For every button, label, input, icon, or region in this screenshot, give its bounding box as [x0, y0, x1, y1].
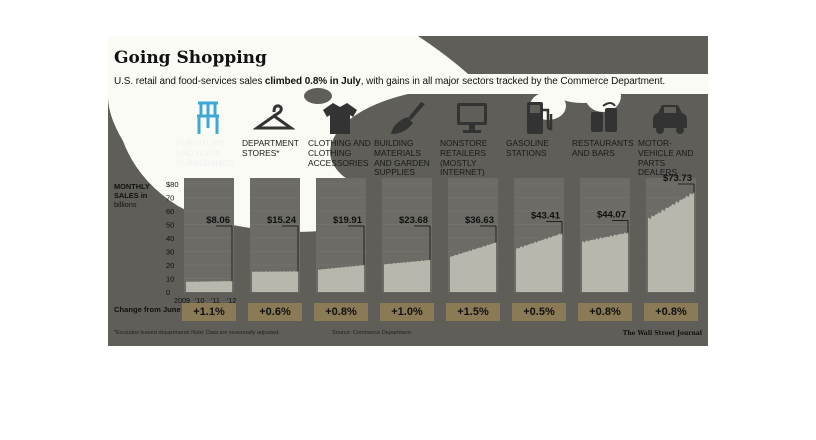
category-7: MOTOR-VEHICLE AND PARTS DEALERS	[638, 98, 702, 178]
y-tick-label: 40	[166, 234, 174, 243]
category-label: NONSTORE RETAILERS (MOSTLY INTERNET)	[440, 138, 488, 178]
credit: The Wall Street Journal	[622, 330, 702, 337]
value-label: $43.41	[531, 210, 561, 221]
value-label: $15.24	[267, 215, 297, 226]
chart-plot: $8.06 $15.24 $19.91 $23.68 $36.63 $43.41 $44.0…	[166, 173, 696, 305]
y-tick-label: 0	[166, 288, 170, 297]
value-label: $44.07	[597, 210, 626, 221]
car-icon	[653, 105, 687, 134]
series-area	[582, 232, 628, 292]
change-value: +1.1%	[182, 303, 236, 321]
change-value: +1.5%	[446, 303, 500, 321]
category-0: FURNITURE AND HOME FURNISHINGS	[176, 98, 240, 168]
hanger-icon	[253, 104, 295, 130]
series-area	[516, 233, 562, 292]
panel-background	[184, 178, 234, 292]
series-area	[252, 271, 298, 292]
y-tick-label: 10	[166, 275, 174, 284]
category-3: BUILDING MATERIALS AND GARDEN SUPPLIES	[374, 98, 438, 178]
y-tick-label: 60	[166, 207, 174, 216]
category-label: FURNITURE AND HOME FURNISHINGS	[176, 138, 234, 168]
series-area	[318, 265, 364, 292]
y-axis-label: MONTHLY SALES in billions	[114, 182, 150, 209]
x-tick-label: '12	[227, 296, 236, 305]
category-5: GASOLINE STATIONS	[506, 98, 570, 159]
category-label: BUILDING MATERIALS AND GARDEN SUPPLIES	[374, 138, 430, 178]
category-6: RESTAURANTS AND BARS	[572, 98, 636, 159]
category-label: DEPARTMENT STORES*	[242, 138, 299, 158]
series-area	[648, 192, 694, 292]
value-label: $19.91	[333, 215, 363, 226]
chart-subtitle: U.S. retail and food-services sales clim…	[114, 76, 666, 87]
change-value: +0.8%	[314, 303, 368, 321]
footnote: *Excludes leased departments Note: Data …	[114, 330, 280, 336]
y-tick-label: 70	[166, 194, 174, 203]
change-value: +0.8%	[578, 303, 632, 321]
category-4: NONSTORE RETAILERS (MOSTLY INTERNET)	[440, 98, 504, 178]
y-tick-label: $80	[166, 180, 179, 189]
value-label: $23.68	[399, 215, 428, 226]
series-area	[384, 260, 430, 292]
chart-title: Going Shopping	[114, 48, 267, 68]
gas-pump-icon	[527, 102, 553, 134]
y-tick-label: 30	[166, 248, 174, 257]
value-label: $8.06	[206, 215, 230, 226]
value-label: $36.63	[465, 215, 494, 226]
change-value: +1.0%	[380, 303, 434, 321]
x-tick-label: '10	[195, 296, 204, 305]
chair-icon	[197, 101, 219, 134]
series-area	[186, 281, 232, 292]
change-value: +0.6%	[248, 303, 302, 321]
category-label: RESTAURANTS AND BARS	[572, 138, 634, 158]
infographic: Going Shopping U.S. retail and food-serv…	[108, 36, 708, 346]
y-tick-label: 20	[166, 261, 174, 270]
trowel-icon	[391, 102, 425, 134]
change-label: Change from June	[114, 305, 181, 314]
drinks-icon	[591, 102, 617, 132]
series-area	[450, 242, 496, 292]
change-value: +0.8%	[644, 303, 698, 321]
value-label: $73.73	[663, 173, 692, 184]
y-tick-label: 50	[166, 221, 174, 230]
x-tick-label: 2009	[174, 296, 190, 305]
shirt-icon	[323, 103, 357, 134]
change-value: +0.5%	[512, 303, 566, 321]
category-1: DEPARTMENT STORES*	[242, 98, 306, 159]
category-label: CLOTHING AND CLOTHING ACCESSORIES	[308, 138, 371, 168]
x-tick-label: '11	[211, 296, 220, 305]
source-note: Source: Commerce Department	[332, 330, 411, 336]
computer-icon	[457, 103, 487, 133]
category-label: GASOLINE STATIONS	[506, 138, 549, 158]
category-label: MOTOR-VEHICLE AND PARTS DEALERS	[638, 138, 694, 178]
category-2: CLOTHING AND CLOTHING ACCESSORIES	[308, 98, 372, 168]
